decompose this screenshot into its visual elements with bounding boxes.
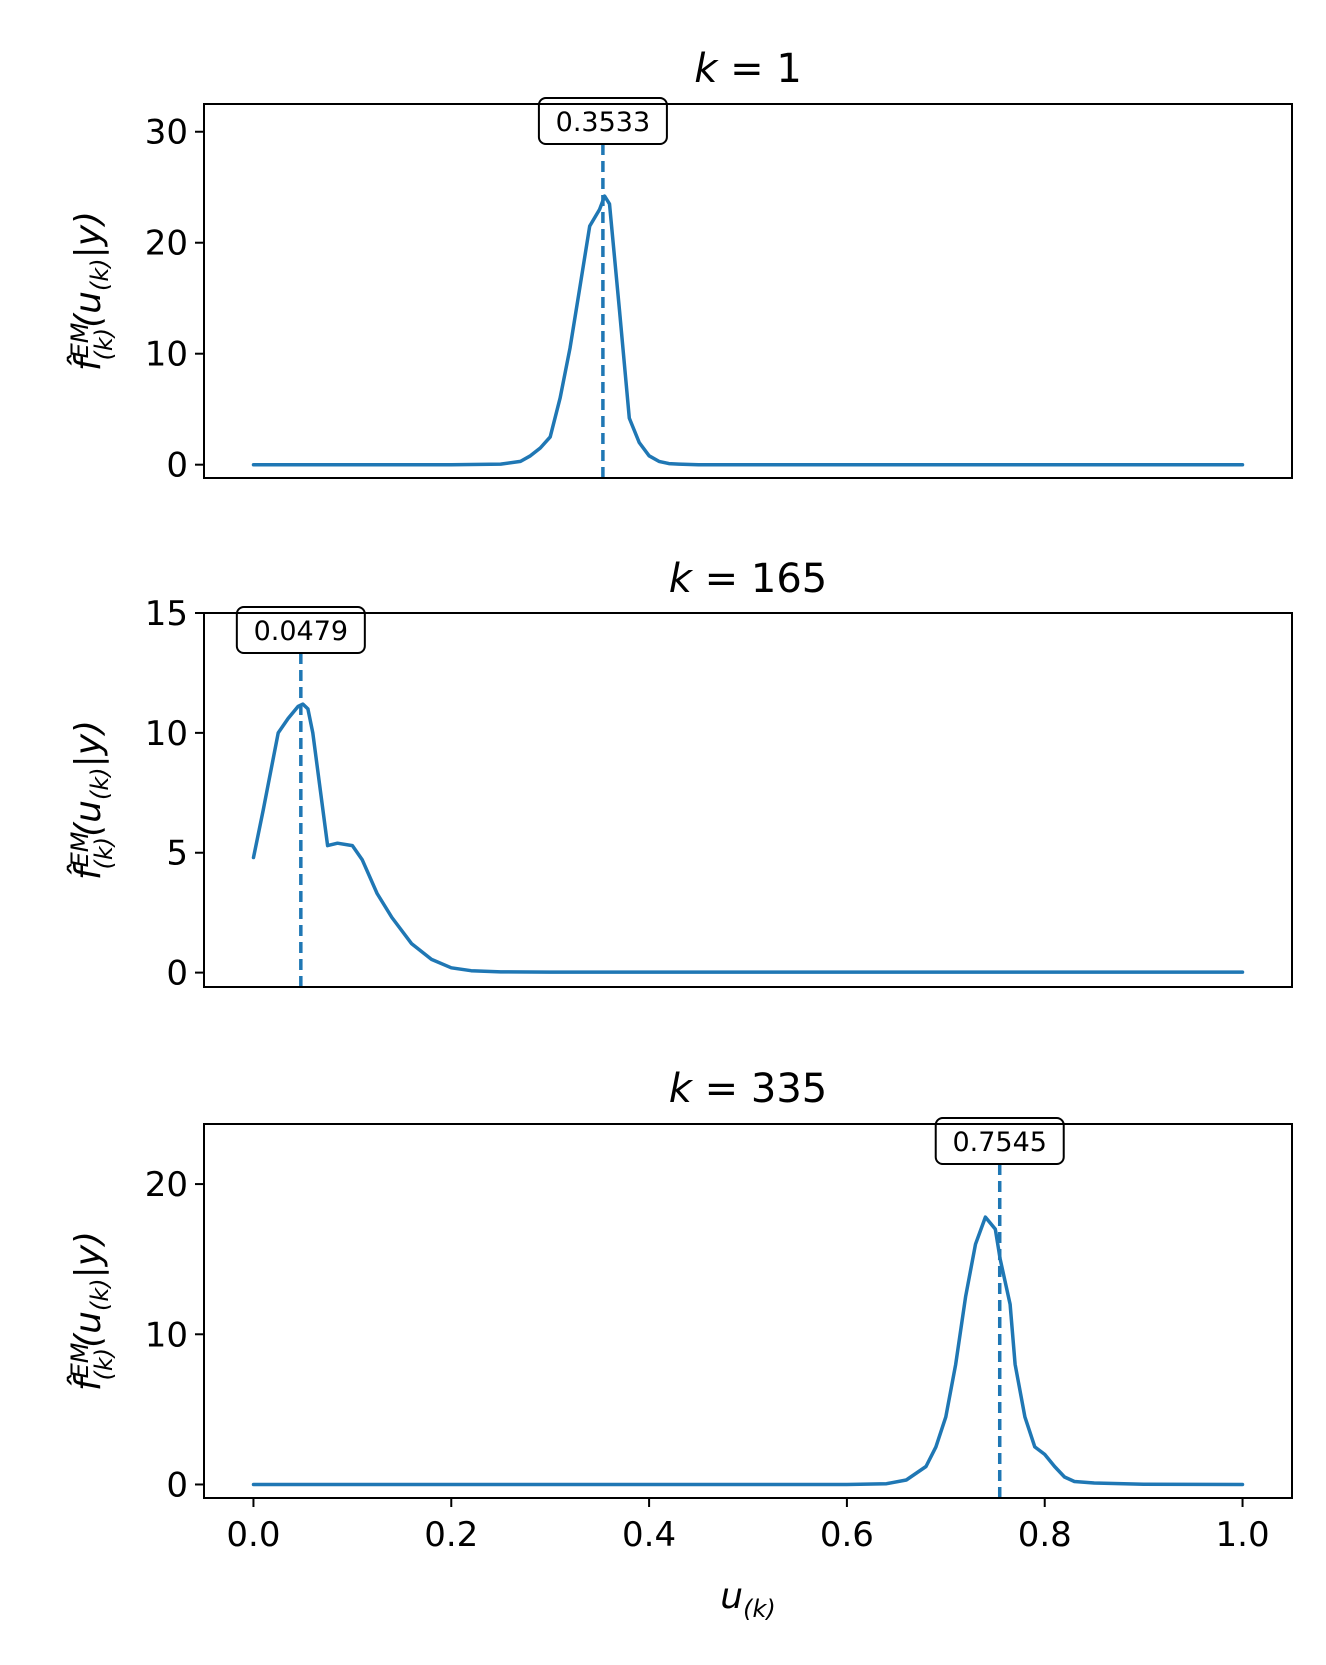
- title-equation: = 165: [692, 556, 827, 602]
- mode-annotation-label: 0.3533: [556, 107, 650, 138]
- axes-frame: [203, 612, 1293, 988]
- subplot-title: k = 1: [694, 46, 802, 92]
- density-curve: [251, 1215, 1245, 1487]
- title-variable: k: [669, 1066, 694, 1112]
- mode-annotation-box: [934, 1117, 1065, 1165]
- y-tick-label: 5: [166, 834, 188, 874]
- axes-frame: [203, 103, 1293, 479]
- mode-annotation-box: [537, 97, 668, 145]
- x-tick-label: 0.4: [622, 1515, 676, 1555]
- title-variable: k: [694, 46, 719, 92]
- x-tick-label: 0.0: [226, 1515, 280, 1555]
- mode-annotation-label: 0.7545: [952, 1127, 1046, 1158]
- x-tick-label: 0.6: [820, 1515, 874, 1555]
- subplot-2: k = 165 0.0479 0 5 10 15 f̂EM(k)(u(k)|y): [66, 556, 1293, 994]
- density-curve: [251, 194, 1245, 467]
- y-tick-label: 15: [145, 594, 188, 634]
- y-axis-label: f̂EM(k)(u(k)|y): [66, 211, 118, 371]
- y-tick-label: 10: [145, 335, 188, 375]
- x-tick-label: 1.0: [1216, 1515, 1270, 1555]
- x-axis-label: u(k): [720, 1576, 775, 1623]
- axes-frame: [203, 1123, 1293, 1499]
- title-variable: k: [669, 556, 694, 602]
- y-tick-label: 20: [145, 224, 188, 264]
- y-axis-label: f̂EM(k)(u(k)|y): [66, 720, 118, 880]
- x-tick-label: 0.2: [424, 1515, 478, 1555]
- y-axis-label: f̂EM(k)(u(k)|y): [66, 1231, 118, 1391]
- subplot-title: k = 165: [669, 556, 827, 602]
- mode-annotation-label: 0.0479: [254, 616, 348, 647]
- y-tick-label: 30: [145, 113, 188, 153]
- y-tick-label: 0: [166, 954, 188, 994]
- density-curve: [251, 702, 1245, 974]
- mode-annotation-box: [235, 606, 366, 654]
- subplot-1: k = 1 0.3533 0 10 20 30 f̂EM(k)(u(k)|y): [66, 46, 1293, 486]
- y-tick-label: 0: [166, 446, 188, 486]
- y-tick-label: 10: [145, 714, 188, 754]
- y-tick-label: 0: [166, 1465, 188, 1505]
- subplot-title: k = 335: [669, 1066, 827, 1112]
- y-tick-label: 20: [145, 1165, 188, 1205]
- title-equation: = 1: [717, 46, 801, 92]
- x-tick-label: 0.8: [1018, 1515, 1072, 1555]
- title-equation: = 335: [692, 1066, 827, 1112]
- y-tick-label: 10: [145, 1315, 188, 1355]
- subplot-3: k = 335 0.7545 0 10 20 0.0 0.2 0.4 0.6 0.8 1.0 f̂EM…: [66, 1066, 1293, 1623]
